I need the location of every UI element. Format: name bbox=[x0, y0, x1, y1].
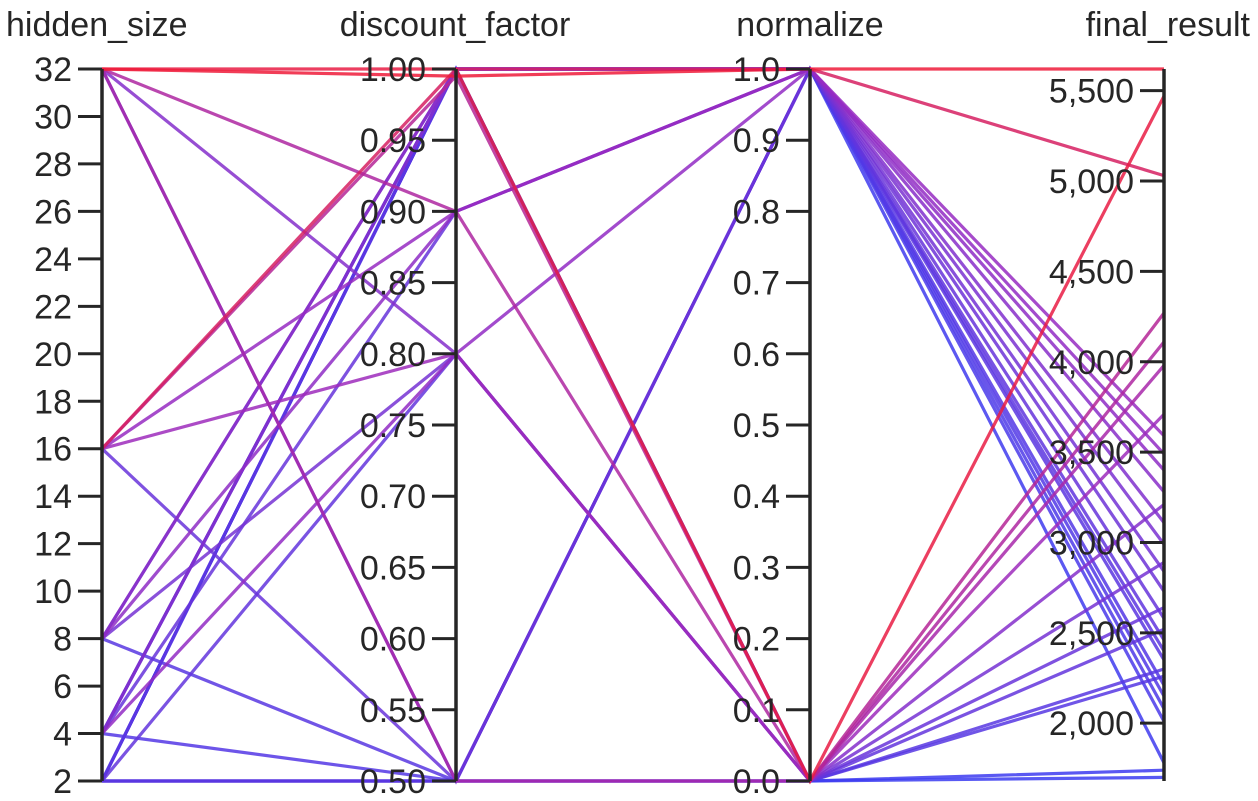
tick-label: 0.70 bbox=[360, 478, 426, 516]
axis-title-discount-factor: discount_factor bbox=[340, 6, 571, 44]
tick-label: 22 bbox=[34, 288, 72, 326]
tick-label: 8 bbox=[53, 621, 72, 659]
axes: hidden_size2468101214161820222426283032d… bbox=[6, 6, 1251, 801]
axis-title-hidden-size: hidden_size bbox=[6, 6, 187, 44]
series-line-2 bbox=[101, 67, 1164, 78]
tick-label: 6 bbox=[53, 668, 72, 706]
tick-label: 0.50 bbox=[360, 763, 426, 801]
tick-label: 14 bbox=[34, 478, 72, 516]
tick-label: 0.90 bbox=[360, 193, 426, 231]
tick-label: 0.3 bbox=[733, 549, 780, 587]
tick-label: 1.00 bbox=[360, 51, 426, 89]
axis-title-final-result: final_result bbox=[1086, 6, 1251, 44]
tick-label: 5,000 bbox=[1049, 163, 1134, 201]
tick-label: 20 bbox=[34, 336, 72, 374]
tick-label: 0.7 bbox=[733, 265, 780, 303]
series-line-1 bbox=[102, 67, 1166, 785]
tick-label: 5,500 bbox=[1049, 73, 1134, 111]
tick-label: 0.5 bbox=[733, 407, 780, 445]
series-line-7 bbox=[101, 351, 1166, 784]
tick-label: 2,500 bbox=[1049, 615, 1134, 653]
tick-label: 30 bbox=[34, 98, 72, 136]
tick-label: 0.80 bbox=[360, 336, 426, 374]
tick-label: 0.85 bbox=[360, 265, 426, 303]
series-line-9 bbox=[100, 66, 1166, 735]
tick-label: 0.8 bbox=[733, 193, 780, 231]
tick-label: 0.1 bbox=[733, 692, 780, 730]
tick-label: 10 bbox=[34, 573, 72, 611]
tick-label: 2 bbox=[53, 763, 72, 801]
tick-label: 0.55 bbox=[360, 692, 426, 730]
tick-label: 24 bbox=[34, 241, 72, 279]
tick-label: 0.9 bbox=[733, 122, 780, 160]
tick-label: 4 bbox=[53, 716, 72, 754]
series-line-6 bbox=[100, 68, 1166, 783]
series-line-25 bbox=[102, 674, 1165, 783]
tick-label: 0.65 bbox=[360, 549, 426, 587]
tick-label: 0.75 bbox=[360, 407, 426, 445]
tick-label: 12 bbox=[34, 526, 72, 564]
tick-label: 0.4 bbox=[733, 478, 780, 516]
tick-label: 18 bbox=[34, 383, 72, 421]
tick-label: 2,000 bbox=[1049, 705, 1134, 743]
tick-label: 3,500 bbox=[1049, 434, 1134, 472]
data-lines bbox=[100, 65, 1166, 785]
series-line-3 bbox=[100, 67, 1165, 450]
tick-label: 3,000 bbox=[1049, 524, 1134, 562]
tick-label: 32 bbox=[34, 51, 72, 89]
tick-label: 26 bbox=[34, 193, 72, 231]
series-line-5 bbox=[101, 67, 1166, 784]
tick-label: 0.60 bbox=[360, 621, 426, 659]
tick-label: 0.0 bbox=[733, 763, 780, 801]
tick-label: 28 bbox=[34, 146, 72, 184]
tick-label: 0.2 bbox=[733, 621, 780, 659]
tick-label: 1.0 bbox=[733, 51, 780, 89]
axis-title-normalize: normalize bbox=[736, 6, 883, 44]
series-line-8 bbox=[101, 67, 1166, 451]
tick-label: 4,500 bbox=[1049, 253, 1134, 291]
tick-label: 0.6 bbox=[733, 336, 780, 374]
tick-label: 4,000 bbox=[1049, 344, 1134, 382]
tick-label: 16 bbox=[34, 431, 72, 469]
tick-label: 0.95 bbox=[360, 122, 426, 160]
